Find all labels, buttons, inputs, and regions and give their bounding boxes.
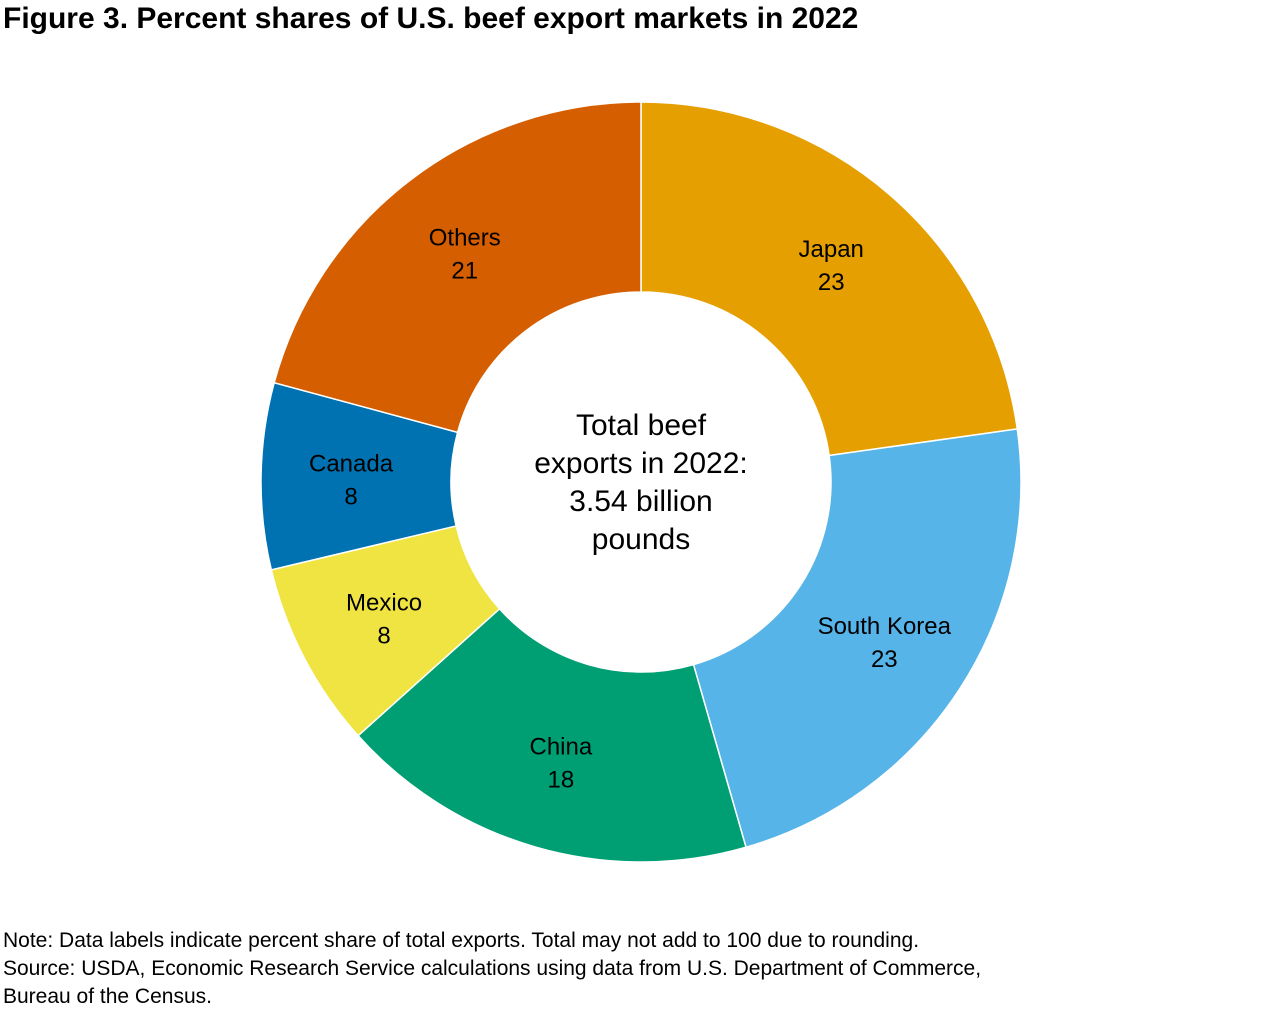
slice-name-mexico: Mexico: [346, 589, 422, 616]
slices-layer: [260, 101, 1022, 863]
slice-name-others: Others: [429, 225, 501, 252]
slice-china: [357, 607, 747, 863]
center-label-line-2: exports in 2022:: [534, 447, 747, 480]
chart-title: Figure 3. Percent shares of U.S. beef ex…: [3, 2, 859, 35]
notes-block: Note: Data labels indicate percent share…: [3, 927, 981, 1011]
slice-name-canada: Canada: [309, 450, 394, 477]
slice-label-others: Others 21: [429, 225, 501, 285]
slice-value-south-korea: 23: [871, 646, 898, 673]
center-label: Total beef exports in 2022: 3.54 billion po…: [534, 409, 747, 556]
source-text-line2: Bureau of the Census.: [3, 985, 212, 1008]
slice-south-korea: [692, 428, 1022, 849]
slice-label-japan: Japan 23: [799, 236, 864, 296]
slice-value-canada: 8: [344, 483, 357, 510]
slice-name-south-korea: South Korea: [818, 613, 952, 640]
slice-label-canada: Canada 8: [309, 450, 394, 510]
center-label-line-4: pounds: [592, 523, 690, 556]
center-label-line-1: Total beef: [576, 409, 707, 442]
slice-name-japan: Japan: [799, 236, 864, 263]
slice-label-china: China 18: [530, 734, 593, 794]
slice-japan: [640, 101, 1019, 457]
center-label-line-3: 3.54 billion: [569, 485, 712, 518]
slice-value-others: 21: [451, 258, 478, 285]
slice-name-china: China: [530, 734, 593, 761]
slice-others: [273, 101, 642, 434]
slice-label-south-korea: South Korea 23: [818, 613, 952, 673]
slice-value-japan: 23: [818, 269, 845, 296]
slice-value-mexico: 8: [377, 622, 390, 649]
source-text-line1: Source: USDA, Economic Research Service …: [3, 957, 982, 980]
slice-value-china: 18: [548, 767, 575, 794]
note-text: Note: Data labels indicate percent share…: [3, 929, 920, 952]
slice-label-mexico: Mexico 8: [346, 589, 422, 649]
